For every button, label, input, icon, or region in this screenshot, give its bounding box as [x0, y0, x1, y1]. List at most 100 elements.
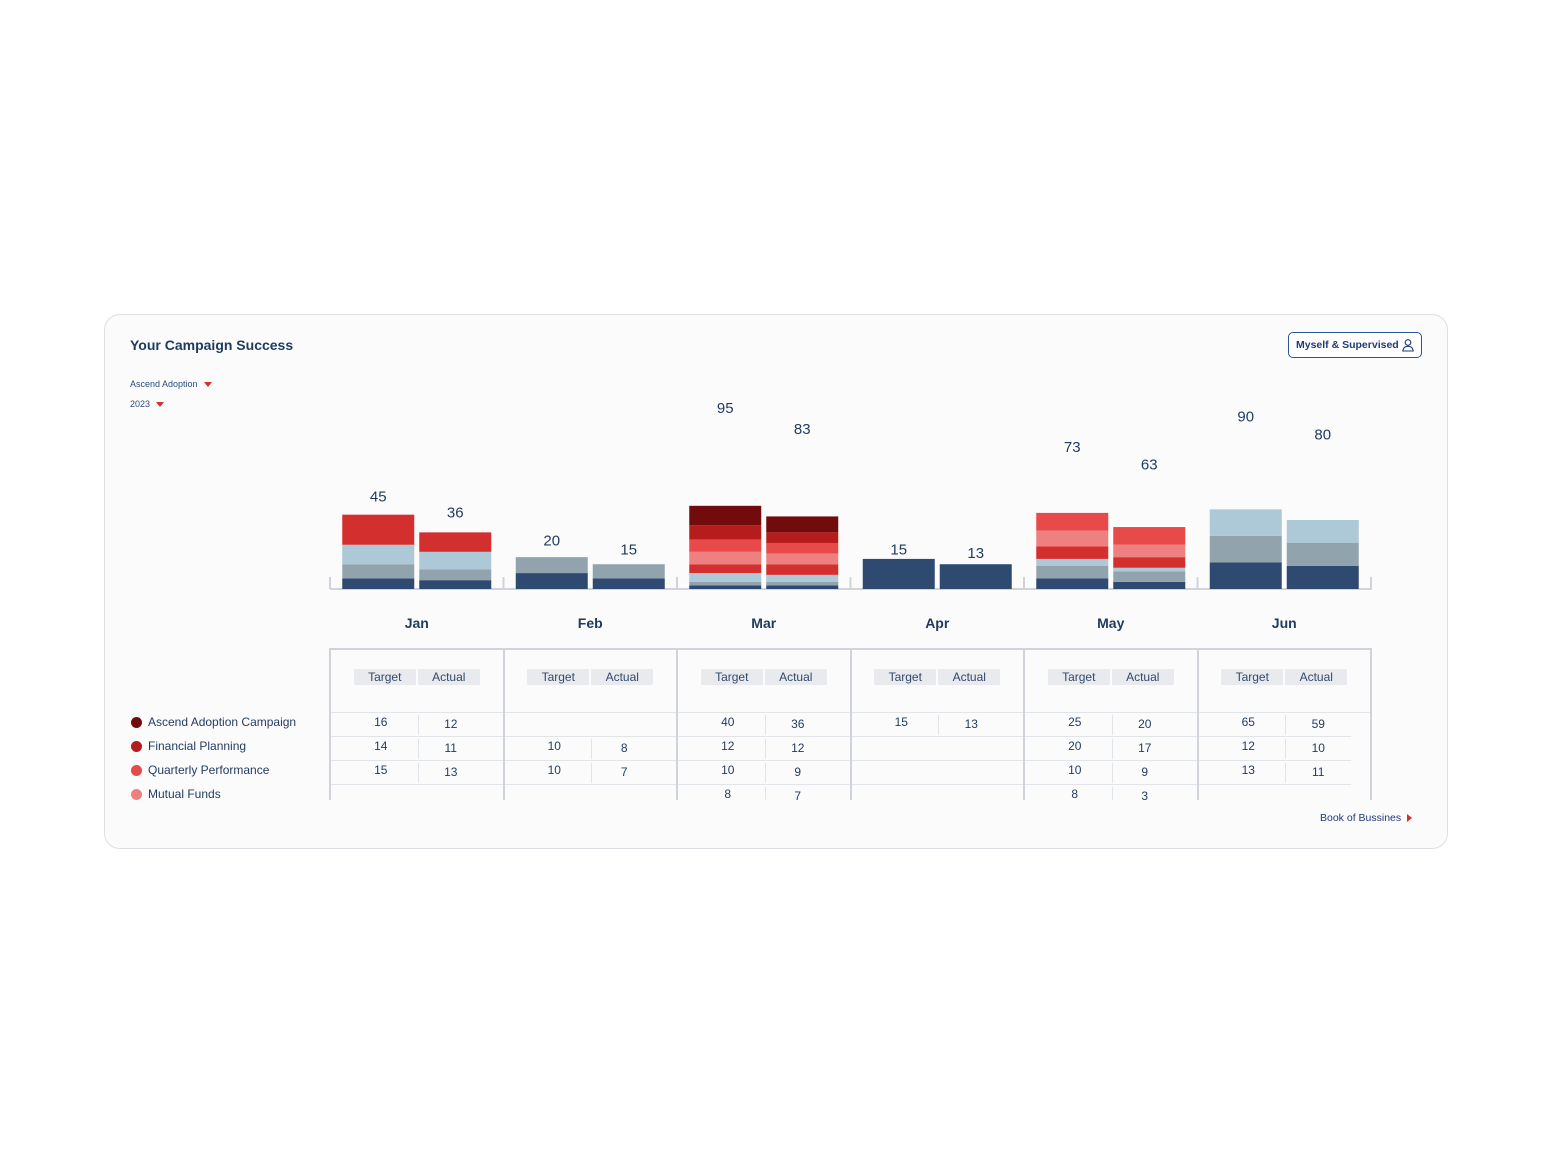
actual-cell: 8 — [620, 741, 628, 755]
table-column-divider — [676, 710, 678, 800]
bar-segment — [342, 564, 415, 579]
legend-dot — [131, 716, 142, 728]
table-column-divider — [849, 710, 852, 800]
actual-header-pill: Actual — [764, 669, 827, 685]
bar-segment — [342, 544, 415, 565]
bar-segment — [766, 564, 839, 575]
actual-header-pill: Actual — [1111, 669, 1174, 685]
bar-segment — [1113, 544, 1186, 558]
bar-segment — [1036, 530, 1109, 547]
bar-segment — [1286, 565, 1359, 589]
actual-cell: 9 — [794, 765, 802, 779]
bar-total-label: 95 — [717, 400, 734, 417]
bar-segment — [592, 578, 665, 589]
target-header-pill: Target — [874, 669, 937, 685]
x-tick-label: Jan — [405, 615, 429, 631]
bar-total-label: 90 — [1237, 409, 1254, 426]
bar-segment — [1286, 519, 1359, 543]
legend-row-label: Quarterly Performance — [131, 763, 269, 777]
bar-segment — [689, 505, 762, 526]
bar-segment — [342, 514, 415, 545]
actual-cell: 12 — [444, 717, 458, 731]
scope-button[interactable]: Myself & Supervised — [1288, 332, 1422, 358]
target-cell: 65 — [1241, 715, 1255, 729]
bar-segment — [419, 532, 492, 552]
target-cell: 14 — [374, 739, 388, 753]
table-body: Ascend Adoption Campaign 16 12 40 36 15 13 25 20… — [105, 710, 1449, 800]
actual-cell: 13 — [444, 765, 458, 779]
legend-row-label: Ascend Adoption Campaign — [131, 715, 296, 729]
bar-segment — [689, 525, 762, 540]
actual-cell: 12 — [791, 741, 805, 755]
bar-segment — [1036, 565, 1109, 579]
target-header-pill: Target — [1221, 669, 1284, 685]
user-icon — [1402, 339, 1414, 352]
target-cell: 40 — [721, 715, 735, 729]
legend-dot — [131, 764, 142, 776]
actual-cell: 11 — [444, 741, 457, 755]
table-column-divider — [1196, 710, 1199, 800]
cell-divider — [1111, 787, 1113, 800]
legend-row-text: Financial Planning — [148, 739, 247, 753]
scope-button-label: Myself & Supervised — [1296, 339, 1399, 351]
x-tick-label: Apr — [925, 615, 950, 631]
chevron-down-icon — [156, 401, 165, 407]
cell-divider — [417, 739, 419, 759]
actual-cell: 11 — [1312, 765, 1325, 779]
cell-divider — [764, 715, 766, 735]
table-column-divider — [502, 710, 505, 800]
bar-total-label: 15 — [620, 541, 637, 558]
bar-segment — [689, 585, 762, 589]
cell-divider — [417, 763, 419, 783]
actual-header-pill: Actual — [591, 669, 654, 685]
target-header-pill: Target — [353, 669, 416, 685]
bar-segment — [1286, 542, 1359, 566]
cell-divider — [938, 715, 940, 735]
bar-segment — [1113, 557, 1186, 568]
bar-total-label: 13 — [967, 545, 984, 562]
bar-segment — [766, 585, 839, 589]
bar-segment — [1113, 527, 1186, 545]
actual-header-pill: Actual — [417, 669, 480, 685]
actual-cell: 7 — [620, 765, 628, 779]
bar-segment — [515, 573, 588, 589]
bar-total-label: 45 — [370, 488, 387, 505]
legend-row-text: Mutual Funds — [148, 787, 221, 800]
cell-divider — [1111, 763, 1113, 783]
table-row-divider — [330, 736, 1351, 737]
book-of-business-link[interactable]: Book of Bussines — [1320, 812, 1413, 824]
target-header-pill: Target — [527, 669, 590, 685]
cell-divider — [1111, 715, 1113, 735]
bar-segment — [1036, 512, 1109, 531]
bar-segment — [1209, 535, 1282, 563]
book-of-business-label: Book of Bussines — [1320, 812, 1402, 824]
bar-total-label: 20 — [543, 533, 560, 550]
year-dropdown[interactable]: 2023 — [130, 399, 165, 409]
legend-dot — [131, 788, 142, 800]
actual-cell: 9 — [1141, 765, 1149, 779]
bar-segment — [515, 557, 588, 574]
campaign-dropdown[interactable]: Ascend Adoption — [130, 379, 212, 389]
bar-segment — [766, 542, 839, 554]
actual-cell: 17 — [1138, 741, 1152, 755]
campaign-dropdown-label: Ascend Adoption — [130, 379, 198, 389]
bar-segment — [689, 551, 762, 565]
legend-row-label: Mutual Funds — [131, 787, 221, 800]
cell-divider — [1285, 715, 1287, 735]
target-header-pill: Target — [700, 669, 763, 685]
actual-cell: 59 — [1311, 717, 1325, 731]
table-column-divider — [1023, 710, 1025, 800]
bar-segment — [689, 564, 762, 574]
actual-cell: 36 — [791, 717, 805, 731]
legend-row-label: Financial Planning — [131, 739, 246, 753]
bar-segment — [766, 532, 839, 543]
chevron-down-icon — [203, 381, 212, 387]
bar-segment — [1113, 581, 1186, 589]
card-title: Your Campaign Success — [130, 337, 294, 353]
target-cell: 15 — [374, 763, 388, 777]
cell-divider — [764, 787, 766, 800]
bar-segment — [1036, 578, 1109, 589]
cell-divider — [764, 739, 766, 759]
cell-divider — [1111, 739, 1113, 759]
actual-cell: 10 — [1311, 741, 1325, 755]
